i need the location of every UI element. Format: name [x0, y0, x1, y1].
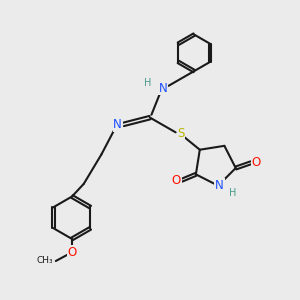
Text: N: N [113, 118, 122, 131]
Text: N: N [159, 82, 168, 95]
Text: CH₃: CH₃ [37, 256, 53, 265]
Text: O: O [252, 156, 261, 169]
Text: H: H [144, 78, 152, 88]
Text: O: O [67, 246, 76, 259]
Text: H: H [229, 188, 236, 198]
Text: S: S [177, 127, 184, 140]
Text: N: N [215, 179, 224, 192]
Text: O: O [172, 174, 181, 187]
